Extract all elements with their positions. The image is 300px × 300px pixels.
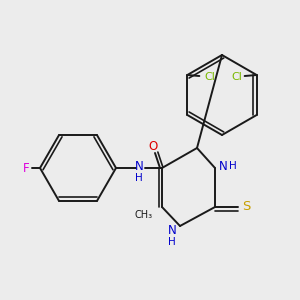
Text: N: N (168, 224, 176, 238)
Text: H: H (229, 161, 237, 171)
Text: H: H (168, 237, 176, 247)
Text: CH₃: CH₃ (135, 210, 153, 220)
Text: Cl: Cl (204, 72, 215, 82)
Text: N: N (219, 160, 227, 172)
Text: H: H (135, 173, 143, 183)
Text: Cl: Cl (231, 72, 242, 82)
Text: F: F (23, 161, 30, 175)
Text: S: S (242, 200, 250, 214)
Text: N: N (135, 160, 143, 173)
Text: O: O (148, 140, 158, 152)
